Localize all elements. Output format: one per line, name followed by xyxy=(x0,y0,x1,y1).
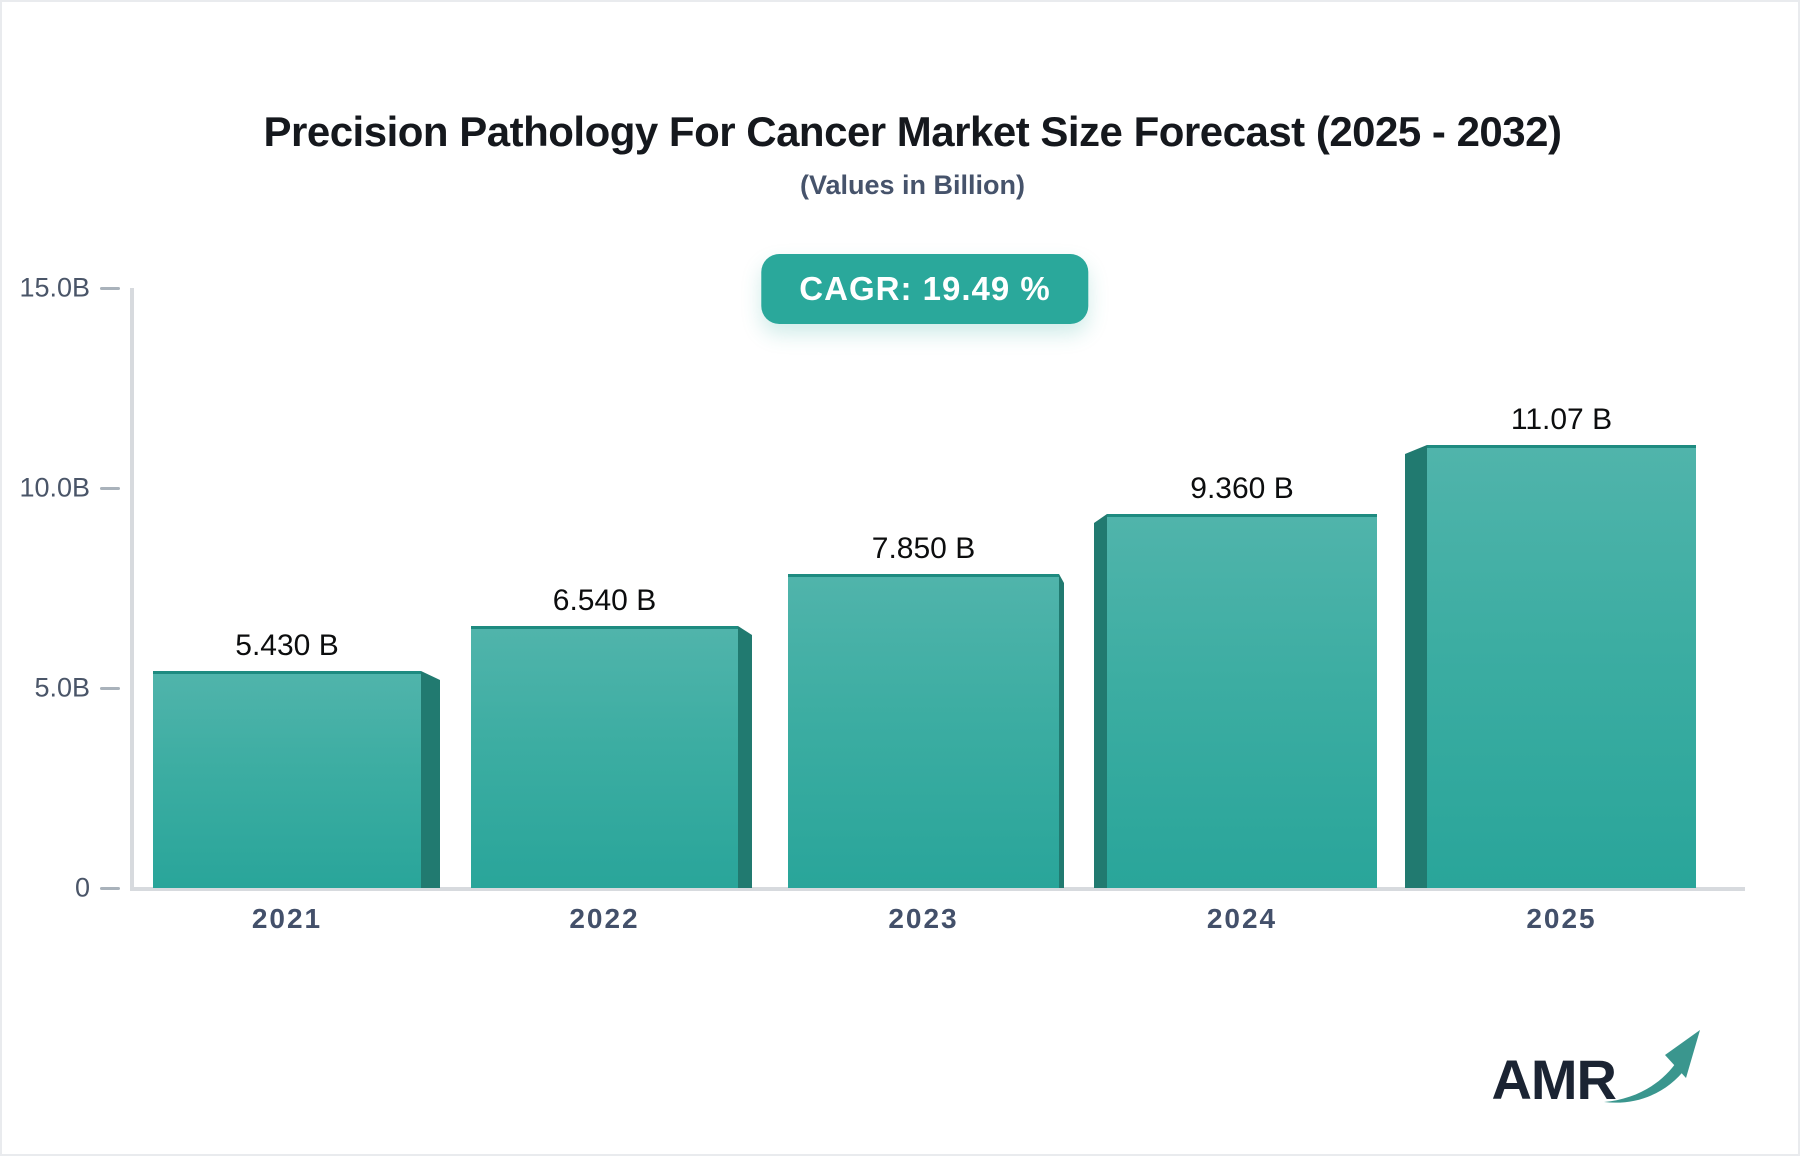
x-axis-category-label: 2023 xyxy=(888,903,959,934)
bar-3d-side xyxy=(1094,514,1107,888)
x-axis-baseline xyxy=(130,887,1745,891)
y-axis-tick-label: 10.0B xyxy=(19,472,90,503)
amr-logo: AMR xyxy=(1491,1022,1702,1111)
bar-2021 xyxy=(153,671,421,888)
bar-2024 xyxy=(1107,514,1377,888)
bar-2022 xyxy=(471,626,738,888)
bar-value-label: 5.430 B xyxy=(235,629,339,662)
bar-value-label: 7.850 B xyxy=(871,532,976,565)
bar-2025 xyxy=(1427,445,1696,888)
bar-value-label: 6.540 B xyxy=(552,584,657,617)
bar-3d-side xyxy=(421,671,440,888)
amr-logo-text: AMR xyxy=(1491,1048,1617,1111)
chart-title: Precision Pathology For Cancer Market Si… xyxy=(263,108,1562,155)
y-axis-line xyxy=(130,288,134,888)
y-axis-tick-label: 5.0B xyxy=(34,672,90,703)
y-axis-tick xyxy=(100,886,120,890)
y-axis-tick xyxy=(100,286,120,290)
bar-value-label: 11.07 B xyxy=(1510,403,1613,436)
x-axis-category-label: 2024 xyxy=(1206,903,1278,934)
bar-2023 xyxy=(788,574,1059,888)
growth-arrow-icon xyxy=(1604,1030,1700,1103)
chart-subtitle: (Values in Billion) xyxy=(799,170,1026,200)
y-axis-tick-label: 0 xyxy=(74,872,90,903)
bar-3d-side xyxy=(1059,574,1064,888)
y-axis-tick-label: 15.0B xyxy=(19,272,90,303)
x-axis-category-label: 2025 xyxy=(1526,903,1597,934)
bar-3d-side xyxy=(738,626,752,888)
x-axis-category-label: 2021 xyxy=(251,903,323,934)
bar-value-label: 9.360 B xyxy=(1190,472,1294,505)
x-axis-category-label: 2022 xyxy=(569,903,640,934)
y-axis-tick xyxy=(100,486,120,490)
bar-3d-side xyxy=(1405,445,1427,888)
cagr-badge: CAGR: 19.49 % xyxy=(761,254,1089,324)
y-axis-tick xyxy=(100,686,120,690)
